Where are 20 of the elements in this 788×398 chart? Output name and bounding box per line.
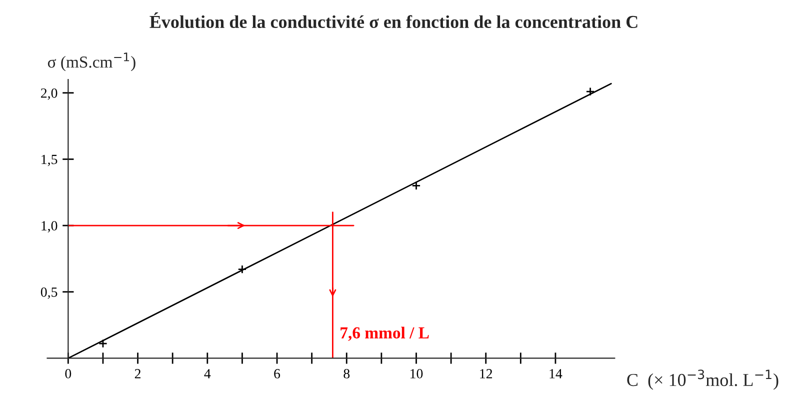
x-tick-label: 6 — [274, 369, 280, 378]
y-axis-title: σ (mS.cm$^{−1}$) — [48, 52, 136, 72]
point — [98, 339, 108, 348]
point — [412, 181, 421, 190]
x-tick-label: 14 — [550, 369, 562, 378]
point — [586, 87, 595, 96]
y-tick-label: 1,5 — [42, 154, 58, 166]
point — [238, 264, 247, 274]
x-tick-label: 2 — [134, 369, 140, 378]
x-axis-title: C (× 10$^{−3}$mol. L$^{−1}$) — [627, 370, 778, 390]
y-tick-label: 1,0 — [42, 221, 58, 232]
x-tick-label: 10 — [410, 369, 423, 378]
chart-title: Évolution de la conductivité σ en fonction de la concentration C — [150, 12, 638, 28]
y-tick-label: 2,0 — [40, 88, 58, 100]
ref-line-label: 7,6 mmol / L — [340, 326, 429, 341]
x-tick-label: 4 — [204, 369, 211, 378]
x-tick-label: 12 — [480, 369, 492, 378]
y-tick-label: 0,5 — [40, 287, 58, 299]
x-tick-label: 0 — [65, 369, 72, 378]
x-tick-label: 8 — [344, 369, 350, 378]
